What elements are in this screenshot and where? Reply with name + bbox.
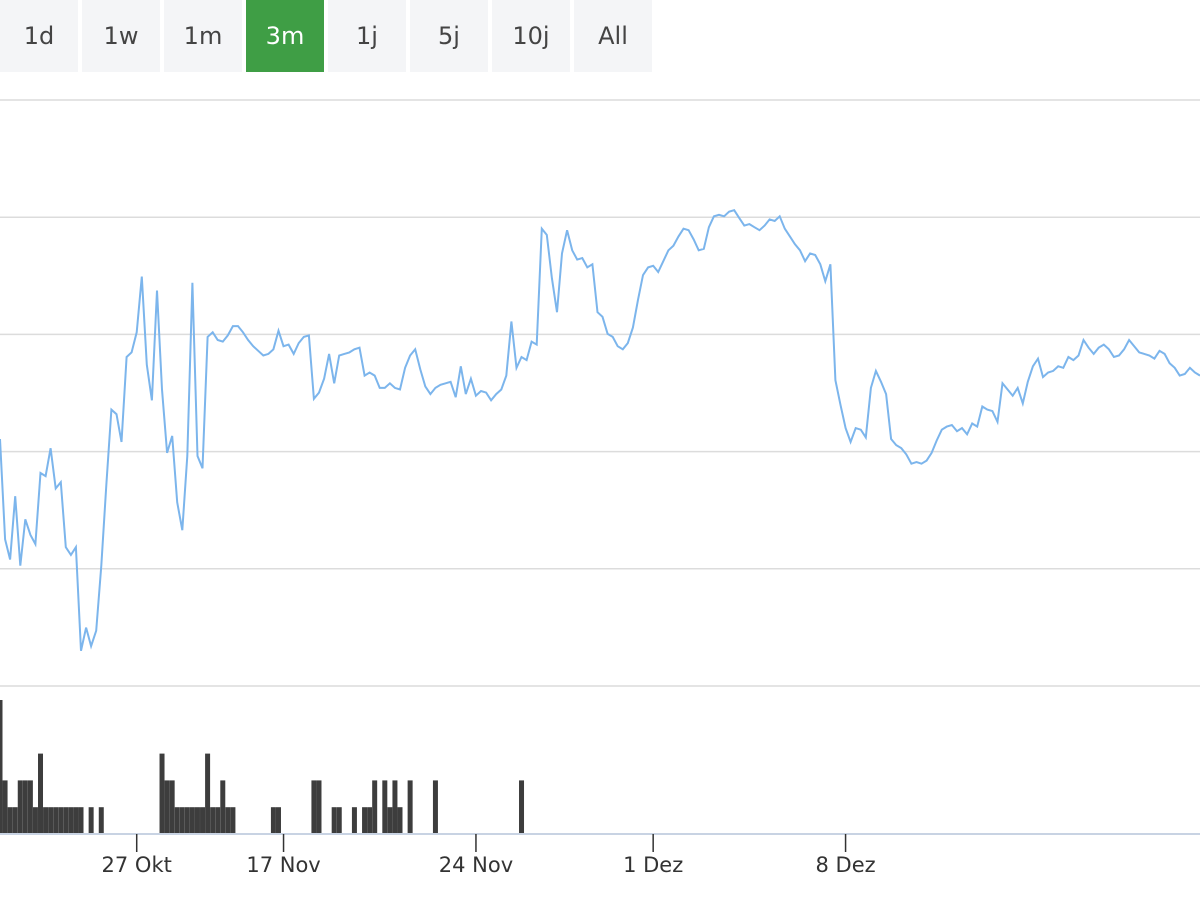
volume-bar	[22, 780, 28, 834]
volume-bar	[58, 807, 64, 834]
volume-bar	[367, 807, 373, 834]
volume-bar	[351, 807, 357, 834]
range-selector: 1d 1w 1m 3m 1j 5j 10j All	[0, 0, 652, 72]
range-button-1m[interactable]: 1m	[164, 0, 242, 72]
volume-bar	[200, 807, 206, 834]
volume-bar	[311, 780, 317, 834]
volume-bar	[0, 700, 3, 834]
volume-bar	[68, 807, 74, 834]
x-tick-label: 27 Okt	[102, 853, 172, 877]
volume-bar	[12, 807, 18, 834]
volume-bar	[73, 807, 79, 834]
volume-bar	[362, 807, 368, 834]
volume-bar	[397, 807, 403, 834]
volume-bar	[169, 780, 175, 834]
range-button-1w[interactable]: 1w	[82, 0, 160, 72]
volume-bar	[63, 807, 69, 834]
range-button-1d[interactable]: 1d	[0, 0, 78, 72]
volume-bar	[336, 807, 342, 834]
volume-bar	[230, 807, 236, 834]
volume-bar	[78, 807, 84, 834]
volume-bar	[210, 807, 216, 834]
x-tick-label: 8 Dez	[815, 853, 875, 877]
volume-bar	[519, 780, 525, 834]
range-button-5j[interactable]: 5j	[410, 0, 488, 72]
volume-bar	[7, 807, 13, 834]
volume-bar	[88, 807, 94, 834]
volume-bar	[98, 807, 104, 834]
range-button-1j[interactable]: 1j	[328, 0, 406, 72]
volume-bar	[43, 807, 49, 834]
price-line	[0, 209, 1200, 652]
volume-bar	[270, 807, 276, 834]
volume-bar	[179, 807, 185, 834]
volume-bar	[275, 807, 281, 834]
volume-bar	[194, 807, 200, 834]
volume-bar	[432, 780, 438, 834]
range-button-All[interactable]: All	[574, 0, 652, 72]
volume-bar	[32, 807, 38, 834]
volume-bar	[17, 780, 23, 834]
volume-bar	[205, 753, 211, 834]
volume-bar	[392, 780, 398, 834]
volume-bar	[220, 780, 226, 834]
volume-bar	[189, 807, 195, 834]
volume-bar	[48, 807, 54, 834]
volume-bar	[225, 807, 231, 834]
volume-bar	[27, 780, 33, 834]
volume-bar	[159, 753, 165, 834]
range-button-3m[interactable]: 3m	[246, 0, 324, 72]
volume-bar	[215, 807, 221, 834]
volume-bar	[184, 807, 190, 834]
volume-bar	[2, 780, 8, 834]
volume-bar	[164, 780, 170, 834]
x-tick-label: 1 Dez	[623, 853, 683, 877]
volume-bar	[316, 780, 322, 834]
x-tick-label: 17 Nov	[246, 853, 320, 877]
volume-bar	[372, 780, 378, 834]
volume-bar	[38, 753, 44, 834]
volume-bar	[174, 807, 180, 834]
volume-bar	[387, 807, 393, 834]
range-button-10j[interactable]: 10j	[492, 0, 570, 72]
volume-bar	[382, 780, 388, 834]
x-tick-label: 24 Nov	[439, 853, 513, 877]
volume-bar	[331, 807, 337, 834]
volume-bar	[53, 807, 59, 834]
volume-bar	[407, 780, 413, 834]
